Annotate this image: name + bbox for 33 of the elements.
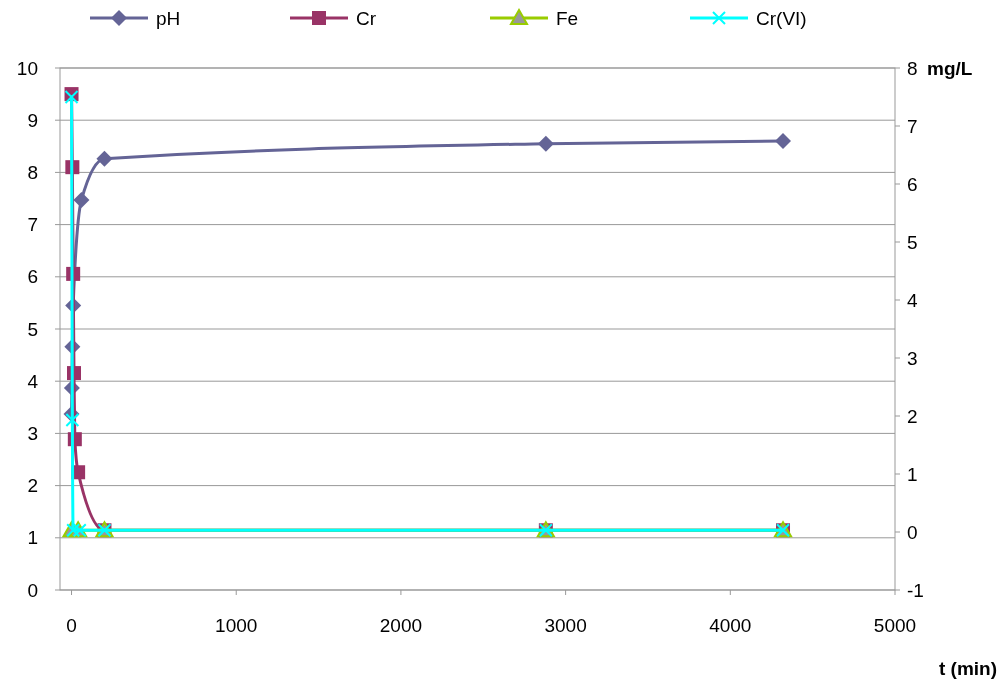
y-tick-label: 3 — [27, 423, 38, 445]
y2-tick-label: 0 — [907, 521, 918, 543]
x-tick-label: 0 — [66, 615, 77, 636]
x-tick-label: 3000 — [544, 615, 587, 636]
x-tick-label: 2000 — [379, 615, 423, 636]
y2-tick-label: 6 — [907, 173, 918, 195]
y-tick-label: 2 — [27, 475, 38, 497]
y-tick-label: 7 — [27, 214, 38, 236]
y2-tick-label: 1 — [907, 463, 918, 485]
legend-label: Cr — [356, 7, 377, 29]
x-tick-label: 5000 — [873, 615, 917, 636]
legend-label: pH — [156, 7, 181, 29]
y2-axis-title: mg/L — [927, 58, 973, 79]
y-tick-label: 6 — [27, 266, 38, 288]
y-tick-label: 8 — [27, 162, 38, 184]
x-axis-title: t (min) — [938, 658, 997, 679]
y2-tick-label: 4 — [907, 289, 918, 311]
y-tick-label: 0 — [27, 579, 38, 601]
y-tick-label: 1 — [27, 527, 38, 549]
y2-tick-label: 8 — [907, 57, 918, 79]
y2-tick-label: 7 — [907, 115, 918, 137]
y-tick-label: 5 — [27, 318, 38, 340]
legend-label: Cr(VI) — [756, 7, 807, 29]
y-tick-label: 10 — [16, 57, 38, 79]
y2-tick-label: 2 — [907, 405, 918, 427]
y-tick-label: 4 — [27, 370, 39, 392]
y2-tick-label: 5 — [907, 231, 918, 253]
x-tick-label: 1000 — [215, 615, 258, 636]
legend-label: Fe — [556, 7, 579, 29]
y-tick-label: 9 — [27, 109, 38, 131]
y2-tick-label: 3 — [907, 347, 918, 369]
y2-tick-label: -1 — [907, 579, 924, 601]
x-tick-label: 4000 — [709, 615, 752, 636]
